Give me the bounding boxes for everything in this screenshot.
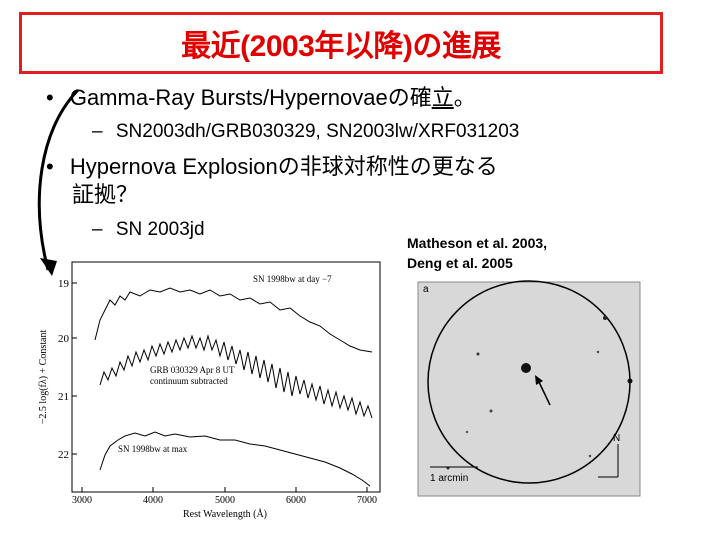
- spectrum-line-bottom: [99, 431, 371, 487]
- xtick-7000: 7000: [357, 495, 377, 506]
- xtick-3000: 3000: [72, 495, 92, 506]
- bullet-2-sub-text: SN 2003jd: [115, 219, 205, 240]
- bullet-1-sub: – SN2003dh/GRB030329, SN2003lw/XRF031203: [92, 120, 519, 143]
- bullet-2-line1: Hypernova Explosionの非球対称性の更なる: [69, 154, 498, 179]
- spectrum-y-ticks: 19 20 21 22: [58, 278, 70, 461]
- ytick-20: 20: [58, 333, 70, 345]
- spectrum-tick-marks: [72, 282, 368, 492]
- label-bottom: SN 1998bw at max: [118, 444, 188, 454]
- spectrum-line-middle: [99, 334, 373, 419]
- xtick-4000: 4000: [143, 495, 163, 506]
- citation-line-1: Matheson et al. 2003,: [407, 235, 548, 251]
- ytick-22: 22: [58, 449, 69, 461]
- bullet-2-sub: – SN 2003jd: [92, 218, 205, 241]
- north-label: N: [613, 433, 620, 444]
- bullet-2-marker: •: [46, 154, 54, 179]
- bullet-1-underlined: 立: [431, 85, 454, 110]
- xtick-6000: 6000: [286, 495, 306, 506]
- spectrum-x-ticks: 3000 4000 5000 6000 7000: [72, 495, 377, 506]
- label-top: SN 1998bw at day −7: [253, 274, 332, 284]
- spectrum-frame: [71, 261, 381, 493]
- spectrum-xlabel: Rest Wavelength (Å): [183, 508, 267, 520]
- spectrum-ylabel: −2.5 log(fλ) + Constant: [38, 330, 49, 425]
- bullet-1-sub-text: SN2003dh/GRB030329, SN2003lw/XRF031203: [115, 121, 520, 142]
- pointer-arrow-head: [535, 375, 543, 385]
- sky-image-background: [417, 281, 641, 497]
- spectrum-line-top: [94, 287, 373, 353]
- galaxy-source: [521, 363, 531, 373]
- label-middle-1: GRB 030329 Apr 8 UT: [150, 365, 235, 375]
- bullet-1: • Gamma-Ray Bursts/Hypernovaeの確立。: [46, 84, 476, 111]
- scale-label: 1 arcmin: [430, 473, 468, 484]
- bullet-2-line2: 証拠？: [72, 182, 139, 207]
- bullet-2: • Hypernova Explosionの非球対称性の更なる: [46, 153, 498, 180]
- xtick-5000: 5000: [215, 495, 235, 506]
- spectrum-labels: SN 1998bw at day −7 GRB 030329 Apr 8 UT …: [118, 274, 332, 454]
- page-title: 最近(2003年以降)の進展: [181, 30, 501, 63]
- title-box: 最近(2003年以降)の進展: [19, 12, 663, 74]
- panel-label: a: [423, 284, 429, 295]
- bullet-1-marker: •: [46, 85, 54, 110]
- bullet-1-text: Gamma-Ray Bursts/Hypernovaeの確: [69, 85, 432, 110]
- ytick-19: 19: [58, 278, 70, 290]
- citation-line-2: Deng et al. 2005: [407, 255, 513, 271]
- pointer-arrow-line: [538, 381, 551, 406]
- bullet-1-text-end: 。: [453, 85, 476, 110]
- ytick-21: 21: [58, 391, 69, 403]
- label-middle-2: continuum subtracted: [150, 376, 228, 386]
- bullet-2-sub-marker: –: [92, 219, 103, 240]
- bullet-1-sub-marker: –: [92, 121, 103, 142]
